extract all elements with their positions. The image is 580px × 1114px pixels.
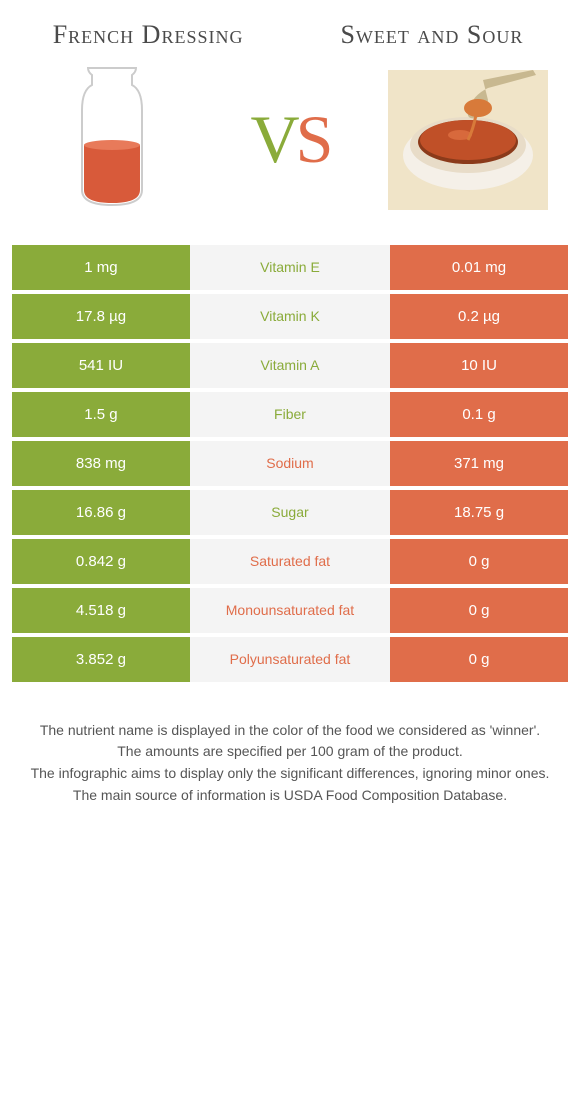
cell-left: 16.86 g [12, 490, 190, 535]
cell-nutrient: Saturated fat [190, 539, 390, 584]
french-dressing-image [32, 60, 192, 220]
cell-nutrient: Polyunsaturated fat [190, 637, 390, 682]
images-row: VS [12, 50, 568, 245]
cell-nutrient: Fiber [190, 392, 390, 437]
cell-left: 4.518 g [12, 588, 190, 633]
cell-nutrient: Vitamin E [190, 245, 390, 290]
cell-right: 0.2 µg [390, 294, 568, 339]
cell-right: 0 g [390, 539, 568, 584]
cell-left: 17.8 µg [12, 294, 190, 339]
table-row: 541 IUVitamin A10 IU [12, 343, 568, 392]
table-row: 3.852 gPolyunsaturated fat0 g [12, 637, 568, 686]
title-left: French Dressing [32, 20, 264, 50]
cell-left: 1.5 g [12, 392, 190, 437]
cell-right: 0 g [390, 637, 568, 682]
cell-right: 0.01 mg [390, 245, 568, 290]
cell-left: 838 mg [12, 441, 190, 486]
table-row: 1 mgVitamin E0.01 mg [12, 245, 568, 294]
title-right: Sweet and Sour [316, 20, 548, 50]
vs-v: V [251, 101, 296, 177]
cell-left: 3.852 g [12, 637, 190, 682]
cell-nutrient: Sodium [190, 441, 390, 486]
cell-right: 0 g [390, 588, 568, 633]
vs-s: S [296, 101, 330, 177]
cell-left: 541 IU [12, 343, 190, 388]
table-row: 0.842 gSaturated fat0 g [12, 539, 568, 588]
cell-nutrient: Monounsaturated fat [190, 588, 390, 633]
cell-right: 10 IU [390, 343, 568, 388]
header: French Dressing Sweet and Sour [12, 12, 568, 50]
cell-nutrient: Sugar [190, 490, 390, 535]
cell-nutrient: Vitamin K [190, 294, 390, 339]
cell-left: 0.842 g [12, 539, 190, 584]
table-row: 17.8 µgVitamin K0.2 µg [12, 294, 568, 343]
sweet-sour-image [388, 60, 548, 220]
cell-right: 371 mg [390, 441, 568, 486]
cell-left: 1 mg [12, 245, 190, 290]
cell-nutrient: Vitamin A [190, 343, 390, 388]
nutrient-table: 1 mgVitamin E0.01 mg17.8 µgVitamin K0.2 … [12, 245, 568, 686]
table-row: 1.5 gFiber0.1 g [12, 392, 568, 441]
table-row: 838 mgSodium371 mg [12, 441, 568, 490]
footnote-line: The nutrient name is displayed in the co… [27, 721, 553, 741]
table-row: 4.518 gMonounsaturated fat0 g [12, 588, 568, 637]
vs-label: VS [251, 100, 330, 179]
cell-right: 18.75 g [390, 490, 568, 535]
cell-right: 0.1 g [390, 392, 568, 437]
table-row: 16.86 gSugar18.75 g [12, 490, 568, 539]
footnote-line: The amounts are specified per 100 gram o… [27, 742, 553, 762]
footnote-line: The main source of information is USDA F… [27, 786, 553, 806]
footnote-line: The infographic aims to display only the… [27, 764, 553, 784]
footnotes: The nutrient name is displayed in the co… [12, 686, 568, 817]
